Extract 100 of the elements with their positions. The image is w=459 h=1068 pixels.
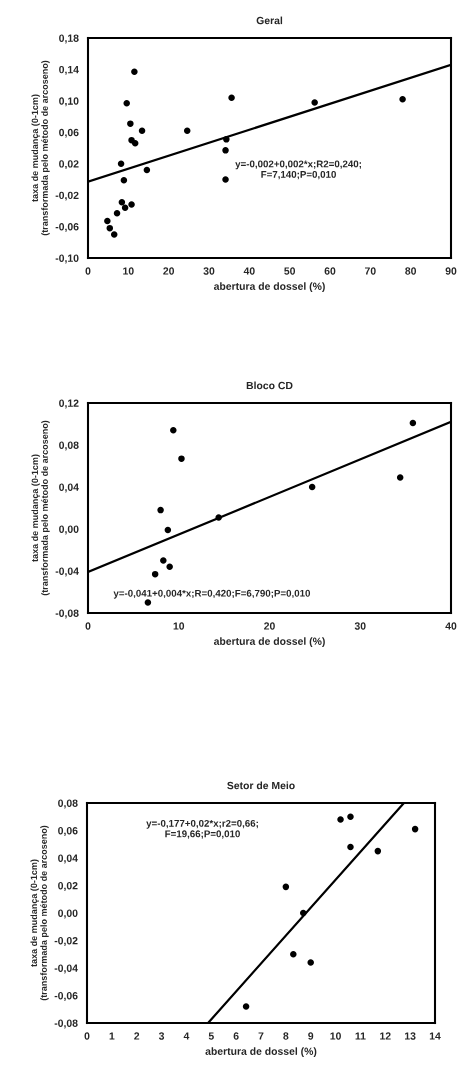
x-tick-label: 50 [284, 267, 296, 275]
point [170, 427, 177, 434]
point [128, 201, 135, 208]
y-tick-label: -0,10 [55, 254, 79, 264]
x-tick-label: 20 [264, 622, 275, 630]
point [307, 959, 314, 966]
point [121, 204, 129, 211]
x-tick-label: 11 [355, 1032, 366, 1040]
y-tick-label: 0,08 [59, 441, 79, 451]
x-tick-label: 30 [203, 267, 215, 275]
y-tick-label: 0,02 [59, 160, 79, 170]
point [120, 176, 128, 184]
x-tick-label: 10 [123, 267, 134, 275]
x-tick-label: 8 [283, 1032, 289, 1040]
point [117, 160, 125, 167]
y-tick-label: 0,12 [59, 399, 79, 409]
point [409, 419, 417, 427]
y-tick-label: 0,18 [59, 34, 79, 44]
point [151, 570, 159, 578]
x-tick-label: 14 [429, 1032, 441, 1040]
chart-title: Bloco CD [246, 381, 293, 390]
point [222, 147, 229, 154]
x-tick-label: 70 [364, 267, 376, 275]
y-tick-label: 0,06 [59, 128, 79, 138]
y-tick-label: -0,04 [55, 567, 79, 577]
y-tick-label: 0,08 [58, 799, 78, 809]
point [118, 198, 126, 206]
point [157, 506, 164, 514]
y-tick-label: 0,04 [59, 483, 79, 493]
x-tick-label: 6 [233, 1032, 239, 1040]
point [242, 1003, 250, 1010]
point [228, 94, 235, 101]
chart-title: Setor de Meio [227, 781, 295, 790]
point [138, 127, 146, 134]
point [106, 224, 114, 232]
annotation: y=-0,041+0,004*x;R=0,420;F=6,790;P=0,010 [113, 589, 311, 599]
y-axis-title: taxa de mudança (0-1cm) (transformada pelo método de arcoseno) [31, 60, 50, 236]
y-tick-label: 0,00 [58, 909, 78, 919]
point [215, 514, 222, 521]
x-axis-title: abertura de dossel (%) [213, 637, 325, 647]
y-tick-label: -0,06 [55, 223, 79, 232]
point [144, 599, 152, 606]
x-tick-label: 0 [85, 267, 91, 275]
x-tick-label: 10 [330, 1032, 341, 1040]
y-tick-label: 0,04 [58, 854, 78, 864]
y-axis-title: taxa de mudança (0-1cm) (transformada pelo método de arcoseno) [31, 420, 50, 596]
x-tick-label: 90 [445, 267, 457, 275]
chart-title: Geral [256, 16, 283, 25]
point [131, 140, 139, 147]
point [104, 217, 111, 225]
point [164, 526, 172, 534]
point [222, 176, 229, 183]
y-tick-label: -0,04 [54, 964, 78, 974]
x-tick-label: 13 [405, 1032, 416, 1040]
point [131, 68, 138, 76]
y-tick-label: -0,06 [54, 992, 78, 1001]
y-axis-title: taxa de mudança (0-1cm) (transformada pelo método de arcoseno) [30, 825, 49, 1001]
point [290, 950, 297, 958]
x-tick-label: 12 [380, 1032, 391, 1040]
y-tick-label: 0,06 [58, 827, 78, 836]
y-tick-label: -0,02 [54, 937, 78, 946]
x-tick-label: 2 [134, 1032, 140, 1040]
point [396, 474, 404, 481]
x-tick-label: 7 [258, 1032, 264, 1040]
point [347, 813, 354, 821]
point [127, 120, 134, 127]
x-tick-label: 5 [208, 1032, 214, 1040]
point [282, 883, 290, 891]
y-tick-label: -0,08 [54, 1019, 78, 1029]
point [337, 816, 344, 823]
point [374, 847, 382, 855]
point [223, 136, 230, 143]
x-tick-label: 40 [243, 267, 255, 275]
point [300, 909, 307, 917]
y-tick-label: 0,10 [59, 97, 79, 107]
y-tick-label: -0,02 [55, 191, 79, 201]
x-tick-label: 10 [173, 622, 185, 630]
x-tick-label: 1 [109, 1032, 115, 1040]
point [183, 127, 191, 134]
x-tick-label: 40 [445, 622, 457, 630]
x-tick-label: 4 [183, 1032, 190, 1040]
x-tick-label: 30 [354, 622, 366, 630]
y-tick-label: 0,00 [59, 525, 79, 535]
point [113, 209, 121, 217]
x-tick-label: 9 [308, 1032, 314, 1040]
x-tick-label: 0 [85, 622, 91, 630]
x-axis-title: abertura de dossel (%) [213, 282, 325, 292]
point [143, 166, 151, 174]
x-tick-label: 80 [405, 267, 417, 275]
y-tick-label: 0,14 [59, 65, 79, 75]
x-tick-label: 20 [163, 267, 175, 275]
point [160, 557, 167, 564]
point [311, 99, 318, 106]
point [347, 843, 354, 851]
x-tick-label: 60 [324, 267, 336, 275]
point [166, 563, 173, 571]
point [178, 455, 185, 462]
point [411, 825, 419, 833]
annotation: y=-0,002+0,002*x;R2=0,240; F=7,140;P=0,010 [235, 160, 361, 180]
point [123, 99, 130, 107]
